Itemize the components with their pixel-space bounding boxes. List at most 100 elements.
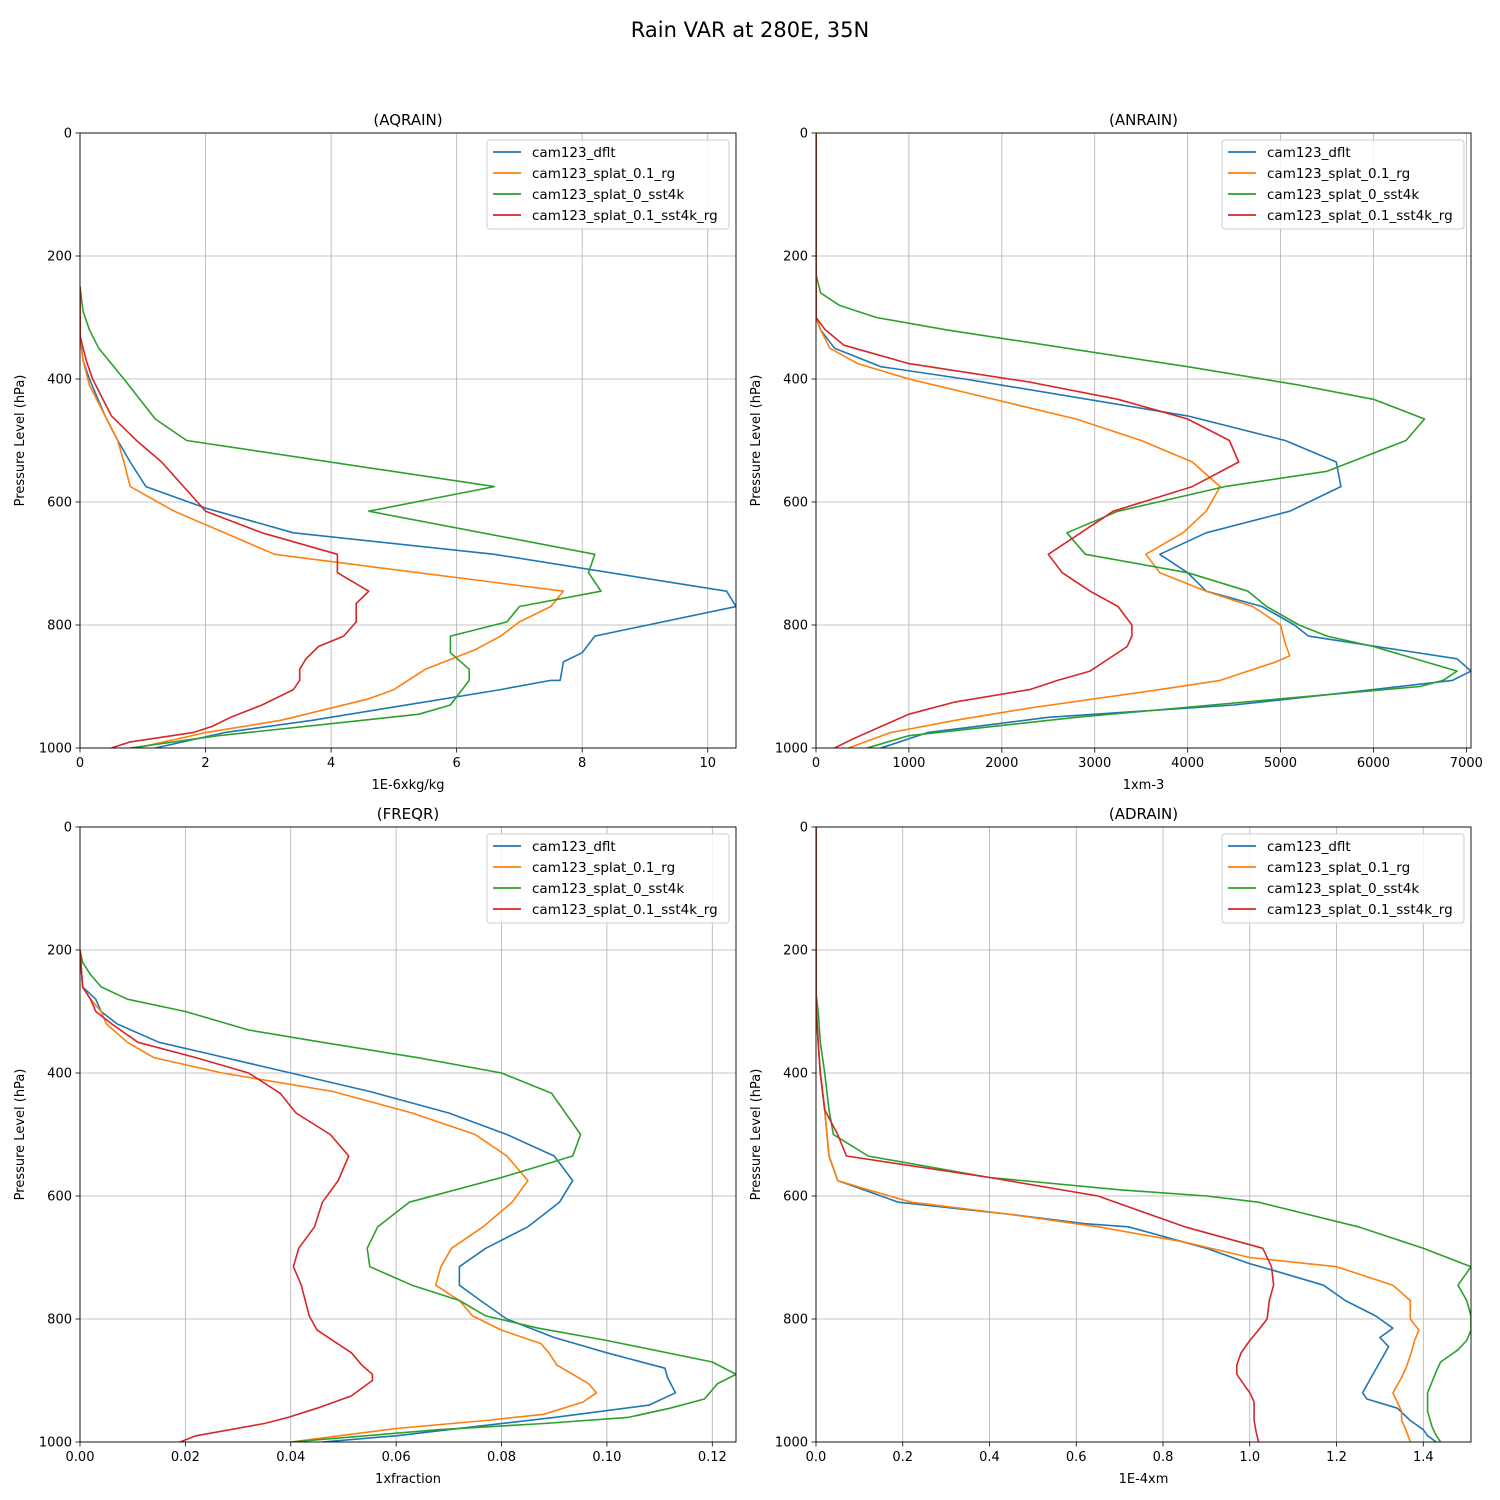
y-tick-label: 800 (47, 1313, 72, 1328)
panel-title: (ADRAIN) (1109, 805, 1178, 823)
x-tick-label: 2 (201, 756, 209, 771)
legend-entry: cam123_dflt (1267, 145, 1351, 161)
y-tick-label: 600 (783, 496, 808, 511)
x-tick-label: 0.10 (592, 1450, 621, 1465)
figure-title: Rain VAR at 280E, 35N (631, 18, 869, 42)
y-axis-label: Pressure Level (hPa) (13, 1069, 28, 1201)
y-tick-label: 800 (783, 619, 808, 634)
y-tick-label: 400 (47, 373, 72, 388)
legend-frame (1221, 833, 1465, 924)
y-axis-label: Pressure Level (hPa) (749, 1069, 764, 1201)
legend-entry: cam123_splat_0.1_sst4k_rg (1267, 902, 1453, 918)
x-tick-label: 5000 (1264, 756, 1297, 771)
y-tick-label: 200 (783, 944, 808, 959)
legend-frame (1221, 139, 1465, 230)
series-line-cam123-splat-0-sst4k (80, 949, 736, 1442)
y-tick-label: 0 (800, 127, 808, 142)
x-tick-label: 0 (812, 756, 820, 771)
legend-frame (486, 139, 730, 230)
y-tick-label: 1000 (39, 742, 72, 757)
x-tick-label: 0.0 (806, 1450, 827, 1465)
x-tick-label: 0.08 (487, 1450, 516, 1465)
x-axis-label: 1E-6xkg/kg (371, 778, 444, 793)
y-tick-label: 800 (47, 619, 72, 634)
y-tick-label: 0 (64, 127, 72, 142)
x-axis-label: 1E-4xm (1119, 1472, 1169, 1487)
x-axis-label: 1xm-3 (1123, 778, 1165, 793)
panel-title: (ANRAIN) (1109, 111, 1178, 129)
x-tick-label: 0.4 (979, 1450, 1000, 1465)
y-tick-label: 600 (47, 1190, 72, 1205)
axes-frame (815, 132, 1472, 749)
legend-entry: cam123_splat_0.1_sst4k_rg (1267, 208, 1453, 224)
y-tick-label: 1000 (39, 1436, 72, 1451)
x-tick-label: 6000 (1357, 756, 1390, 771)
series-line-cam123-splat-0-1-rg (816, 827, 1420, 1442)
x-tick-label: 8 (578, 756, 586, 771)
axes-frame (815, 826, 1472, 1443)
series-line-cam123-splat-0-1-rg (80, 286, 565, 748)
y-tick-label: 1000 (775, 742, 808, 757)
legend: cam123_dflt cam123_splat_0.1_rg cam123_spl… (486, 139, 730, 230)
x-tick-label: 2000 (985, 756, 1018, 771)
panel-anrain: 0 1000 2000 3000 4000 5000 6000 7000 0 200 400 600 8… (749, 111, 1483, 793)
x-tick-label: 4 (327, 756, 335, 771)
legend-entry: cam123_splat_0.1_sst4k_rg (532, 902, 718, 918)
x-tick-label: 0.04 (276, 1450, 305, 1465)
legend-entry: cam123_dflt (532, 839, 616, 855)
legend-entry: cam123_splat_0.1_rg (532, 860, 675, 876)
panel-title: (FREQR) (377, 805, 439, 823)
legend-entry: cam123_splat_0.1_rg (1267, 860, 1410, 876)
panel-freqr: 0.00 0.02 0.04 0.06 0.08 0.10 0.12 0 200 400 600 80… (13, 805, 737, 1487)
y-tick-label: 1000 (775, 1436, 808, 1451)
x-tick-label: 0 (76, 756, 84, 771)
y-tick-label: 0 (64, 821, 72, 836)
series-group (80, 286, 736, 748)
legend-entry: cam123_splat_0_sst4k (532, 187, 684, 203)
panel-adrain: 0.0 0.2 0.4 0.6 0.8 1.0 1.2 1.4 0 200 400 600 800 100… (749, 805, 1472, 1487)
legend: cam123_dflt cam123_splat_0.1_rg cam123_spl… (1221, 833, 1465, 924)
y-tick-label: 600 (783, 1190, 808, 1205)
x-axis-label: 1xfraction (375, 1472, 441, 1487)
x-tick-label: 10 (699, 756, 716, 771)
series-line-cam123-splat-0-1-sst4k-rg (80, 949, 374, 1442)
series-group (816, 133, 1471, 748)
y-tick-label: 400 (783, 1067, 808, 1082)
x-tick-label: 1.4 (1413, 1450, 1434, 1465)
legend-entry: cam123_splat_0_sst4k (1267, 881, 1419, 897)
y-axis-label: Pressure Level (hPa) (749, 375, 764, 507)
x-tick-label: 1000 (892, 756, 925, 771)
x-tick-label: 7000 (1450, 756, 1483, 771)
legend-entry: cam123_splat_0.1_rg (1267, 166, 1410, 182)
x-tick-label: 0.6 (1066, 1450, 1087, 1465)
series-line-cam123-dflt (80, 949, 677, 1442)
x-tick-label: 1.0 (1239, 1450, 1260, 1465)
legend: cam123_dflt cam123_splat_0.1_rg cam123_spl… (1221, 139, 1465, 230)
legend-entry: cam123_dflt (1267, 839, 1351, 855)
x-tick-label: 0.12 (698, 1450, 727, 1465)
y-tick-label: 800 (783, 1313, 808, 1328)
x-tick-label: 0.02 (171, 1450, 200, 1465)
x-tick-label: 0.8 (1153, 1450, 1174, 1465)
legend: cam123_dflt cam123_splat_0.1_rg cam123_spl… (486, 833, 730, 924)
series-group (80, 949, 736, 1442)
y-axis-label: Pressure Level (hPa) (13, 375, 28, 507)
y-tick-label: 200 (47, 250, 72, 265)
x-tick-label: 1.2 (1326, 1450, 1347, 1465)
series-line-cam123-splat-0-1-sst4k-rg (816, 827, 1275, 1442)
x-tick-label: 4000 (1171, 756, 1204, 771)
series-line-cam123-splat-0-sst4k (816, 827, 1471, 1442)
y-tick-label: 200 (783, 250, 808, 265)
legend-entry: cam123_splat_0.1_sst4k_rg (532, 208, 718, 224)
y-tick-label: 600 (47, 496, 72, 511)
legend-entry: cam123_splat_0.1_rg (532, 166, 675, 182)
legend-entry: cam123_splat_0_sst4k (1267, 187, 1419, 203)
x-tick-label: 0.06 (382, 1450, 411, 1465)
series-line-cam123-splat-0-sst4k (816, 133, 1458, 748)
y-tick-label: 400 (47, 1067, 72, 1082)
x-tick-label: 6 (453, 756, 461, 771)
y-tick-label: 400 (783, 373, 808, 388)
y-tick-label: 0 (800, 821, 808, 836)
series-line-cam123-splat-0-1-sst4k-rg (80, 286, 370, 748)
